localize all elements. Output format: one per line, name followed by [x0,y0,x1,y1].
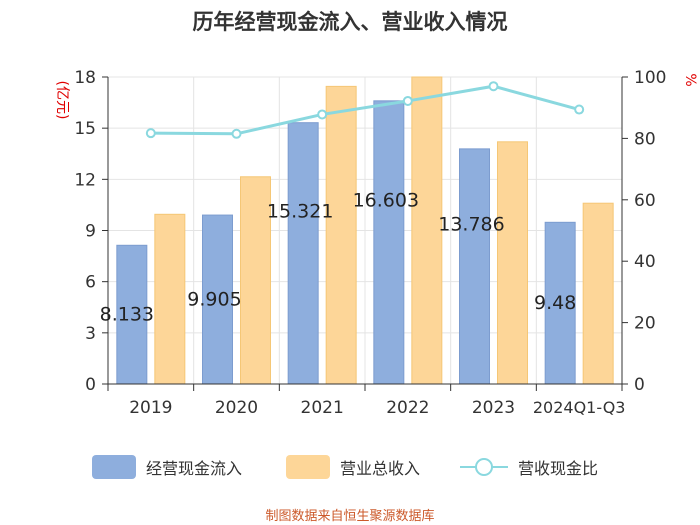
data-label-cash-inflow-2023: 13.786 [438,213,504,235]
bar-revenue-2020 [240,176,271,385]
tick-label-left: 12 [74,170,96,190]
data-label-cash-inflow-2019: 8.133 [100,304,154,326]
category-label-2024Q1-Q3: 2024Q1-Q3 [533,398,626,417]
bar-cash-inflow-2020 [202,214,233,385]
tick-label-right: 20 [634,314,656,334]
tick-label-left: 3 [85,324,96,344]
legend-swatch-revenue [286,455,330,479]
legend-line-ratio-icon [460,458,508,476]
legend-label-cash-inflow: 经营现金流入 [146,459,243,478]
legend-label-revenue: 营业总收入 [340,459,421,478]
bar-cash-inflow-2023 [459,148,490,385]
bar-cash-inflow-2019 [116,244,148,385]
bar-revenue-2019 [154,213,186,385]
bar-layer [116,76,614,385]
category-label-2021: 2021 [301,398,344,418]
bar-cash-inflow-2021 [287,122,319,385]
category-label-2023: 2023 [472,398,515,418]
chart-title: 历年经营现金流入、营业收入情况 [192,10,508,34]
tick-label-left: 0 [85,375,96,395]
chart-plot: 0 3 6 9 12 15 18 0 20 40 60 80 100 2019 2020 2021 2022 20… [54,68,698,418]
point-ratio-2022 [402,95,413,106]
data-label-cash-inflow-2024Q1-Q3: 9.48 [534,292,576,314]
tick-label-left: 6 [85,273,96,293]
data-label-cash-inflow-2022: 16.603 [353,189,419,211]
data-label-cash-inflow-2021: 15.321 [267,200,333,222]
category-label-2022: 2022 [386,398,429,418]
legend-label-ratio: 营收现金比 [518,459,599,478]
tick-label-right: 100 [634,68,666,88]
right-axis-unit: % [682,73,698,86]
left-axis-unit: (亿元) [54,81,70,120]
point-ratio-2019 [145,128,156,139]
line-ratio [150,84,580,136]
label-layer: 8.133 9.905 15.321 16.603 13.786 9.48 [100,189,577,325]
tick-label-right: 0 [634,375,645,395]
bar-revenue-2022 [411,76,443,385]
grid-layer [108,76,623,384]
tick-label-right: 60 [634,191,656,211]
point-ratio-2024Q1-Q3 [574,104,585,115]
bar-cash-inflow-2022 [373,100,405,385]
legend-item-revenue[interactable]: 营业总收入 [286,452,420,482]
tick-label-left: 15 [74,119,96,139]
category-label-2019: 2019 [129,398,172,418]
category-label-2020: 2020 [215,398,258,418]
data-label-cash-inflow-2020: 9.905 [187,289,241,311]
tick-label-left: 9 [85,222,96,242]
bar-revenue-2023 [497,141,528,385]
axis-layer: 0 3 6 9 12 15 18 0 20 40 60 80 100 2019 2020 2021 2022 20… [54,68,698,418]
bar-cash-inflow-2024Q1-Q3 [544,221,576,385]
tick-label-right: 40 [634,252,656,272]
legend-item-cash-inflow[interactable]: 经营现金流入 [92,452,242,482]
line-layer [145,81,585,139]
bar-revenue-2021 [325,85,357,385]
tick-label-left: 18 [74,68,96,88]
legend-swatch-cash-inflow [92,455,136,479]
point-ratio-2023 [488,81,499,92]
source-note: 制图数据来自恒生聚源数据库 [265,509,435,524]
point-ratio-2020 [231,128,242,139]
tick-label-right: 80 [634,129,656,149]
bar-revenue-2024Q1-Q3 [582,202,614,385]
point-ratio-2021 [317,109,328,120]
legend: 经营现金流入 营业总收入 营收现金比 [0,452,700,482]
legend-item-ratio[interactable]: 营收现金比 [458,452,598,482]
